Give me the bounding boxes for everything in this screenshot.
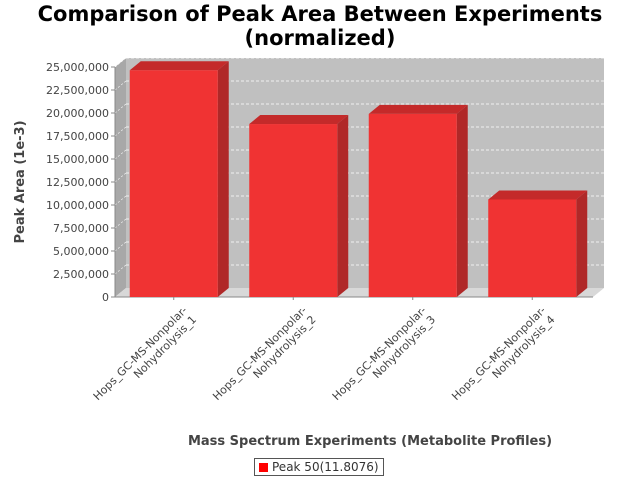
- chart-title-line-2: (normalized): [244, 26, 396, 50]
- legend: Peak 50(11.8076): [254, 458, 384, 476]
- chart-title: Comparison of Peak Area Between Experime…: [0, 2, 640, 50]
- bar-top: [368, 104, 468, 114]
- legend-label: Peak 50(11.8076): [272, 460, 379, 474]
- x-tick-label: Hops_GC-MS-Nonpolar-: [330, 304, 429, 403]
- y-tick-label: 25,000,000: [46, 61, 109, 74]
- bar-top: [488, 190, 588, 200]
- x-tick-label-group: Hops_GC-MS-Nonpolar-Nohydrolysis_4: [449, 304, 557, 403]
- y-tick-label: 15,000,000: [46, 153, 109, 166]
- y-tick-label: 7,500,000: [53, 222, 109, 235]
- y-tick-label: 12,500,000: [46, 176, 109, 189]
- plot-left-wall: [115, 58, 126, 297]
- x-tick-label-group: Hops_GC-MS-Nonpolar-Nohydrolysis_1: [91, 304, 199, 403]
- bar: [129, 70, 218, 297]
- y-tick-label: 2,500,000: [53, 268, 109, 281]
- y-tick-label: 17,500,000: [46, 130, 109, 143]
- bar-side: [576, 190, 588, 297]
- bar: [368, 113, 457, 297]
- bar: [249, 124, 338, 297]
- plot-back-wall: [126, 58, 604, 288]
- bar-side: [217, 61, 229, 297]
- y-tick-label: 0: [102, 291, 109, 304]
- x-tick-label: Hops_GC-MS-Nonpolar-: [91, 304, 190, 403]
- bar-side: [337, 115, 349, 297]
- x-tick-label-group: Hops_GC-MS-Nonpolar-Nohydrolysis_3: [330, 304, 438, 403]
- y-axis-title: Peak Area (1e-3): [13, 120, 28, 243]
- bar-top: [129, 61, 229, 71]
- x-tick-label-group: Hops_GC-MS-Nonpolar-Nohydrolysis_2: [210, 304, 318, 403]
- y-tick-label: 5,000,000: [53, 245, 109, 258]
- x-axis-title: Mass Spectrum Experiments (Metabolite Pr…: [188, 434, 552, 449]
- legend-swatch: [259, 462, 268, 472]
- bar: [488, 199, 577, 297]
- bar-top: [249, 115, 349, 125]
- x-tick-label: Hops_GC-MS-Nonpolar-: [210, 304, 309, 403]
- chart-title-line-1: Comparison of Peak Area Between Experime…: [37, 2, 603, 26]
- bar-side: [456, 104, 468, 297]
- y-tick-label: 10,000,000: [46, 199, 109, 212]
- y-tick-label: 20,000,000: [46, 107, 109, 120]
- plot-floor: [115, 288, 604, 297]
- x-tick-label: Hops_GC-MS-Nonpolar-: [449, 304, 548, 403]
- y-tick-label: 22,500,000: [46, 84, 109, 97]
